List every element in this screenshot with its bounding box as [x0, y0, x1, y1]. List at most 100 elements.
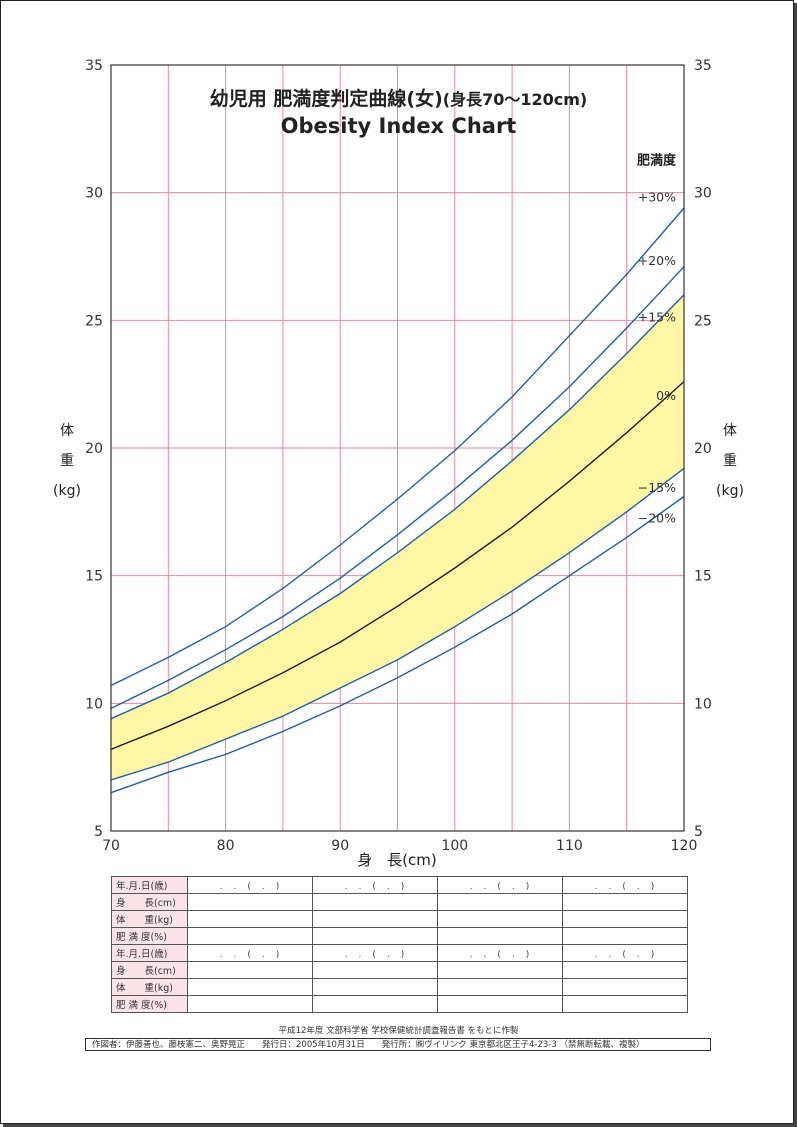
- x-tick-label: 120: [671, 838, 698, 854]
- entry-cell[interactable]: . . ( . ): [187, 876, 313, 894]
- entry-cell[interactable]: [437, 910, 563, 928]
- chart-title-en: Obesity Index Chart: [280, 114, 517, 138]
- entry-cell[interactable]: . . ( . ): [562, 944, 688, 962]
- ylabel-char: 重: [723, 453, 737, 469]
- series-label: +30%: [638, 189, 676, 204]
- entry-cell[interactable]: [187, 978, 313, 996]
- series-line: [110, 381, 685, 750]
- title-main: 幼児用 肥満度判定曲線(女): [209, 88, 443, 110]
- y-tick-label-right: 35: [694, 58, 712, 74]
- table-row: 身 長(cm): [111, 961, 688, 979]
- y-axis-label-left: 体 重 (kg): [52, 416, 82, 506]
- obesity-chart: 5 5 10 10 15 15 20 20 25 25 30 30 35 35 70 80 90 100 110 12…: [85, 58, 712, 869]
- table-row: 肥 満 度(%): [111, 927, 688, 945]
- entry-cell[interactable]: [437, 978, 563, 996]
- y-tick-label: 35: [85, 58, 103, 74]
- table-row: 体 重(kg): [111, 978, 688, 996]
- band-area: [111, 294, 684, 780]
- ylabel-char: 重: [60, 453, 74, 469]
- table-row: 年.月.日(歳). . ( . ). . ( . ). . ( . ). . (…: [111, 944, 688, 962]
- y-tick-label-right: 25: [694, 313, 712, 329]
- entry-cell[interactable]: [437, 995, 563, 1013]
- entry-cell[interactable]: [187, 910, 313, 928]
- row-label: 身 長(cm): [111, 893, 188, 911]
- entry-cell[interactable]: [312, 978, 438, 996]
- y-tick-label-right: 10: [694, 696, 712, 712]
- series-label: 0%: [656, 388, 676, 403]
- series-label: +15%: [638, 310, 676, 325]
- row-label: 体 重(kg): [111, 978, 188, 996]
- series-line: [110, 266, 685, 710]
- entry-cell[interactable]: [187, 927, 313, 945]
- x-tick-label: 110: [556, 838, 583, 854]
- row-label: 肥 満 度(%): [111, 927, 188, 945]
- row-label: 身 長(cm): [111, 961, 188, 979]
- row-label: 年.月.日(歳): [111, 876, 188, 894]
- y-tick-label-right: 5: [694, 824, 703, 840]
- row-label: 年.月.日(歳): [111, 944, 188, 962]
- ylabel-char: 体: [723, 423, 737, 439]
- x-axis-label: 身 長(cm): [357, 851, 437, 869]
- entry-cell[interactable]: [312, 927, 438, 945]
- entry-cell[interactable]: . . ( . ): [437, 876, 563, 894]
- series-labels: +30% +20% +15% 0% −15% −20% 肥満度: [637, 153, 677, 526]
- entry-cell[interactable]: [562, 893, 688, 911]
- entry-cell[interactable]: . . ( . ): [437, 944, 563, 962]
- row-label: 肥 満 度(%): [111, 995, 188, 1013]
- table-row: 年.月.日(歳). . ( . ). . ( . ). . ( . ). . (…: [111, 876, 688, 894]
- y-tick-label-right: 30: [694, 186, 712, 202]
- entry-cell[interactable]: [437, 961, 563, 979]
- band-layer: [111, 294, 684, 780]
- x-tick-label: 70: [102, 838, 120, 854]
- entry-cell[interactable]: . . ( . ): [187, 944, 313, 962]
- entry-cell[interactable]: [312, 910, 438, 928]
- series-label: +20%: [638, 253, 676, 268]
- y-tick-label: 25: [85, 313, 103, 329]
- source-note: 平成12年度 文部科学省 学校保健統計調査報告書 をもとに作製: [278, 1026, 519, 1036]
- entry-cell[interactable]: [562, 961, 688, 979]
- entry-cell[interactable]: [312, 995, 438, 1013]
- y-tick-label-right: 20: [694, 441, 712, 457]
- table-row: 体 重(kg): [111, 910, 688, 928]
- series-layer: [110, 207, 685, 794]
- x-tick-label: 90: [331, 838, 349, 854]
- entry-cell[interactable]: . . ( . ): [562, 876, 688, 894]
- entry-cell[interactable]: [562, 927, 688, 945]
- ylabel-unit: (kg): [716, 483, 744, 499]
- chart-title: 幼児用 肥満度判定曲線(女)(身長70〜120cm): [0, 84, 797, 111]
- row-label: 体 重(kg): [111, 910, 188, 928]
- table-row: 身 長(cm): [111, 893, 688, 911]
- series-line: [110, 207, 685, 687]
- plot-frame: [110, 64, 685, 832]
- entry-cell[interactable]: [437, 893, 563, 911]
- entry-cell[interactable]: . . ( . ): [312, 876, 438, 894]
- entry-cell[interactable]: [437, 927, 563, 945]
- x-tick-label: 100: [441, 838, 468, 854]
- y-tick-label: 5: [94, 824, 103, 840]
- entry-cell[interactable]: [562, 995, 688, 1013]
- ylabel-unit: (kg): [53, 483, 81, 499]
- entry-cell[interactable]: [562, 910, 688, 928]
- entry-cell[interactable]: . . ( . ): [312, 944, 438, 962]
- series-label: −20%: [638, 511, 676, 526]
- ylabel-char: 体: [60, 423, 74, 439]
- entry-cell[interactable]: [187, 893, 313, 911]
- tick-labels: 5 5 10 10 15 15 20 20 25 25 30 30 35 35 70 80 90 100 110 12…: [85, 58, 712, 869]
- title-sub: (身長70〜120cm): [442, 90, 588, 109]
- entry-cell[interactable]: [187, 995, 313, 1013]
- record-table: 年.月.日(歳). . ( . ). . ( . ). . ( . ). . (…: [111, 876, 688, 1013]
- series-line: [110, 467, 685, 781]
- y-tick-label: 15: [85, 569, 103, 585]
- entry-cell[interactable]: [562, 978, 688, 996]
- series-label: −15%: [638, 480, 676, 495]
- y-tick-label-right: 15: [694, 569, 712, 585]
- entry-cell[interactable]: [312, 893, 438, 911]
- series-line: [110, 294, 685, 720]
- legend-title: 肥満度: [637, 153, 677, 169]
- y-tick-label: 20: [85, 441, 103, 457]
- table-row: 肥 満 度(%): [111, 995, 688, 1013]
- y-axis-label-right: 体 重 (kg): [715, 416, 745, 506]
- entry-cell[interactable]: [312, 961, 438, 979]
- entry-cell[interactable]: [187, 961, 313, 979]
- x-tick-label: 80: [217, 838, 235, 854]
